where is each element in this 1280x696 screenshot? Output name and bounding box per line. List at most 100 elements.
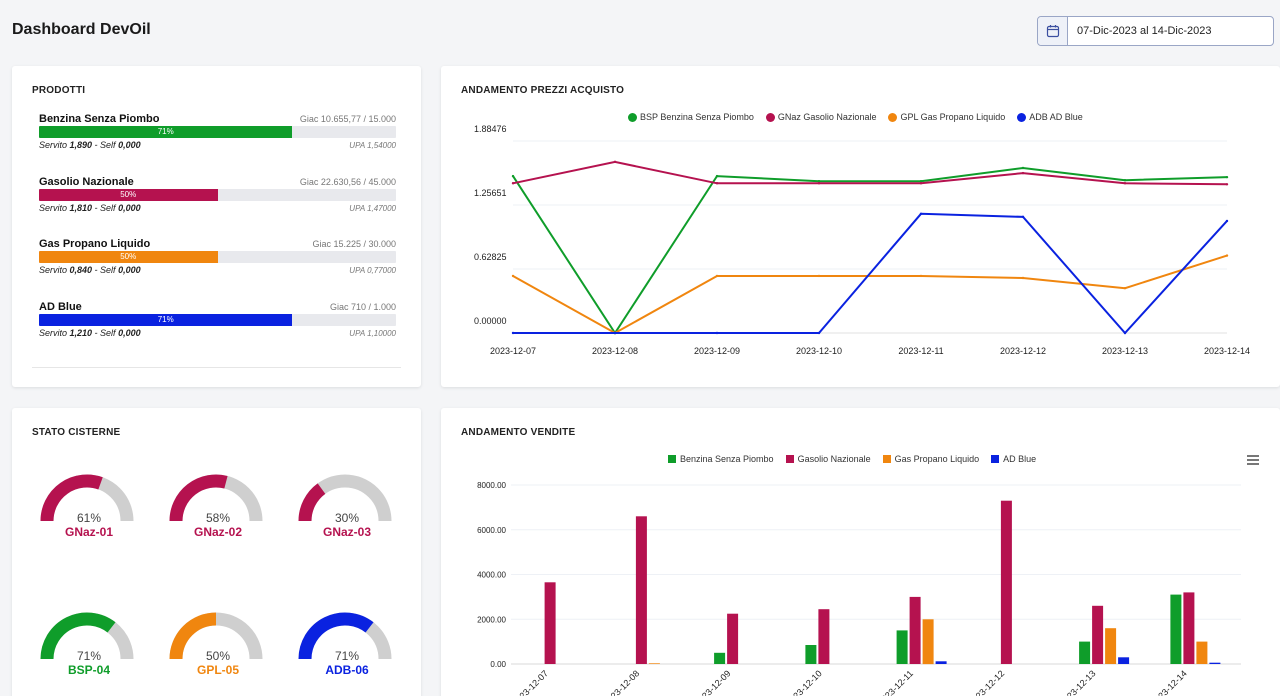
data-point[interactable] [1123,331,1127,335]
servito-value: 1,210 [69,327,93,338]
servito-value: 0,840 [69,265,93,275]
bar[interactable] [727,613,739,664]
product-row: Benzina Senza Piombo Giac 10.655,77 / 15.… [39,113,396,153]
y-tick-label: 0.62825 [474,252,507,262]
x-tick-label: 2023-12-11 [898,346,943,356]
data-point[interactable] [817,182,821,185]
data-point[interactable] [1123,286,1127,290]
bar[interactable] [922,619,934,665]
data-point[interactable] [817,274,821,278]
data-point[interactable] [1021,166,1025,170]
x-tick-label: 2023-12-11 [876,668,915,696]
data-point[interactable] [1123,178,1127,182]
legend-item[interactable]: Gasolio Nazionale [785,454,871,464]
bar[interactable] [544,582,556,664]
date-range-picker[interactable]: 07-Dic-2023 al 14-Dic-2023 [1037,16,1274,46]
bar[interactable] [1183,592,1195,664]
data-point[interactable] [817,180,821,183]
data-point[interactable] [919,180,923,183]
bar[interactable] [896,630,908,664]
data-point[interactable] [1021,215,1025,219]
data-point[interactable] [511,331,515,335]
data-point[interactable] [817,331,821,335]
data-point[interactable] [1021,171,1025,175]
vendite-bar-chart: 0.00 2000.00 4000.00 6000.00 8000.00 2023-12-… [477,481,1241,696]
self-prefix: - Self [92,202,119,213]
data-point[interactable] [715,182,719,185]
bar[interactable] [1092,605,1104,664]
bar[interactable] [1209,662,1221,664]
prezzi-legend[interactable]: BSP Benzina Senza Piombo GNaz Gasolio Naz… [628,112,1095,122]
bar[interactable] [1079,641,1091,664]
gauge-label: GNaz-03 [322,525,372,539]
data-point[interactable] [919,274,923,278]
chart-menu-icon[interactable] [1247,455,1259,467]
data-point[interactable] [1225,219,1229,223]
bar[interactable] [1118,657,1130,664]
y-tick-label: 0.00000 [474,316,507,326]
product-progress-bar: 50% [39,188,396,201]
legend-item[interactable]: Gas Propano Liquido [882,454,979,464]
product-servito: Servito 1,810 - Self 0,000 [39,203,141,213]
bar[interactable] [635,516,647,664]
data-point[interactable] [919,212,923,216]
prezzi-chart-card: ANDAMENTO PREZZI ACQUISTO BSP Benzina Se… [441,66,1280,387]
series-line[interactable] [513,212,1228,335]
data-point[interactable] [1225,175,1229,179]
calendar-icon[interactable] [1038,17,1068,45]
bar[interactable] [805,645,817,664]
bar[interactable] [909,596,921,664]
series-line[interactable] [512,166,1228,335]
product-progress-bar: 50% [39,251,396,263]
servito-prefix: Servito [39,140,70,150]
data-point[interactable] [1225,183,1229,186]
gauge-percent: 30% [334,511,360,525]
data-point[interactable] [1021,276,1025,280]
tank-gauge: 58% GNaz-02 [168,474,268,554]
data-point[interactable] [511,274,515,278]
bar[interactable] [1000,500,1012,664]
bar[interactable] [818,609,830,664]
legend-marker [765,112,775,122]
product-upa: UPA 1,54000 [349,141,396,150]
gauge-fill [298,483,326,522]
servito-value: 1,890 [69,140,93,150]
legend-item[interactable]: BSP Benzina Senza Piombo [628,112,754,122]
legend-item[interactable]: GNaz Gasolio Nazionale [765,112,876,122]
data-point[interactable] [715,174,719,178]
date-range-value[interactable]: 07-Dic-2023 al 14-Dic-2023 [1077,25,1212,37]
series-line[interactable] [512,254,1228,335]
x-tick-label: 2023-12-09 [693,668,733,696]
bar[interactable] [1196,641,1208,664]
divider [32,367,401,368]
product-name: Gasolio Nazionale [39,175,134,188]
data-point[interactable] [1225,254,1229,257]
vendite-legend[interactable]: Benzina Senza Piombo Gasolio Nazionale Gas… [668,454,1048,464]
data-point[interactable] [511,182,515,185]
data-point[interactable] [613,331,617,335]
data-point[interactable] [919,182,923,185]
x-tick-label: 2023-12-08 [602,668,642,696]
data-point[interactable] [1123,182,1127,185]
bar[interactable] [1105,628,1117,664]
data-point[interactable] [613,160,617,164]
bar[interactable] [714,652,726,664]
legend-item[interactable]: Benzina Senza Piombo [668,454,774,464]
bar[interactable] [648,663,660,664]
y-tick-label: 4000.00 [477,571,506,580]
legend-label: GPL Gas Propano Liquido [900,112,1006,122]
data-point[interactable] [715,331,719,335]
legend-item[interactable]: AD Blue [991,454,1036,464]
bar[interactable] [1170,594,1182,664]
legend-item[interactable]: GPL Gas Propano Liquido [888,112,1005,122]
gauge-label: GPL-05 [196,663,239,677]
gauge-arc [169,474,263,522]
series-line[interactable] [512,160,1228,186]
y-tick-label: 8000.00 [477,481,506,490]
data-point[interactable] [715,274,719,278]
data-point[interactable] [511,174,515,178]
bar[interactable] [935,661,947,664]
legend-marker [888,112,898,122]
vendite-chart-card: ANDAMENTO VENDITE Benzina Senza Piombo Ga… [441,408,1280,696]
legend-item[interactable]: ADB AD Blue [1017,112,1083,122]
